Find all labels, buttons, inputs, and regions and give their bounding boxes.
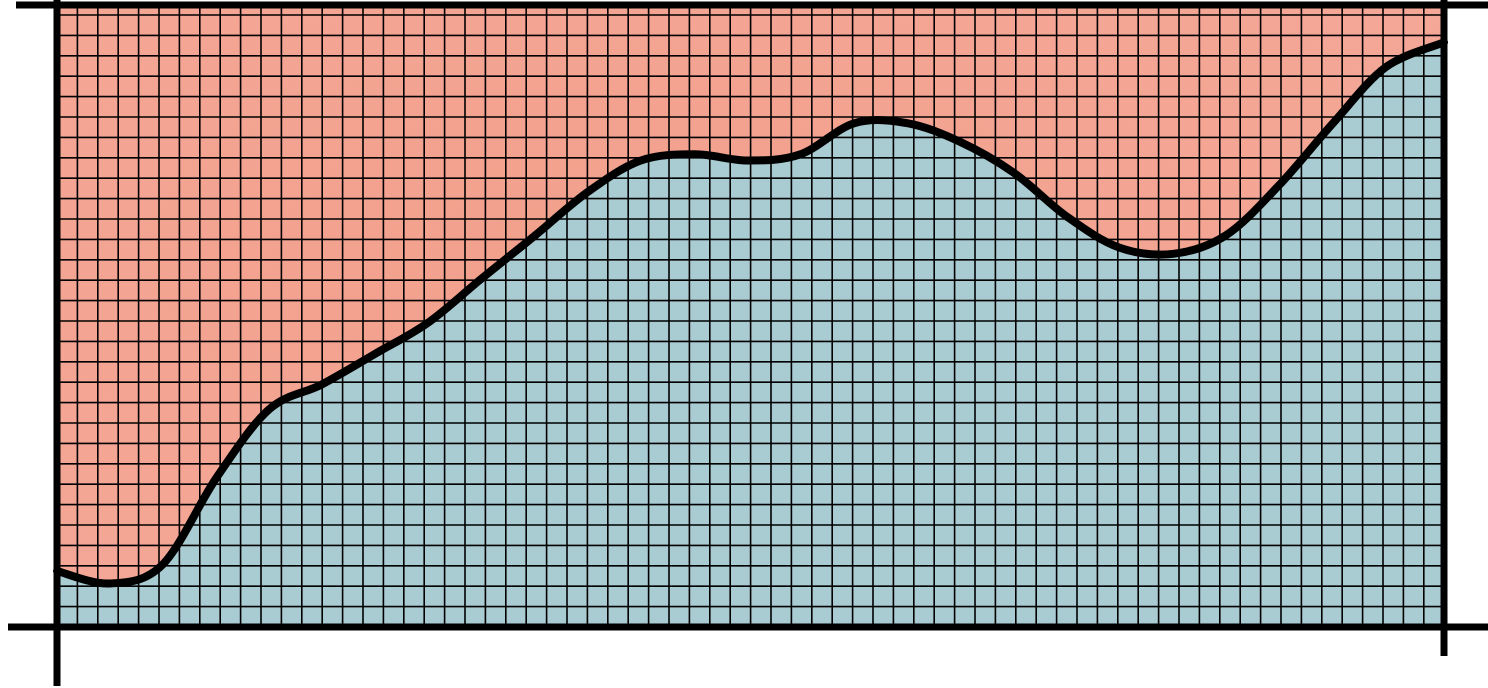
- series-line: [53, 38, 1448, 588]
- grid-lines: [57, 5, 1444, 627]
